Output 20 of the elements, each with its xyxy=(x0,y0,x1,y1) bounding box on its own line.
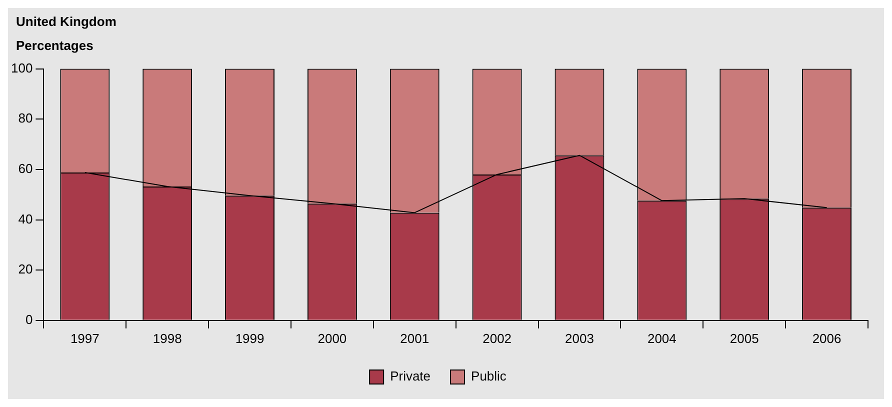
x-tick-label: 2006 xyxy=(812,330,842,346)
x-tick-label: 2004 xyxy=(647,330,676,346)
x-tick-label: 1998 xyxy=(152,330,182,346)
x-tick-label: 2001 xyxy=(400,330,430,346)
y-tick-label: 40 xyxy=(18,211,33,226)
y-tick-label: 20 xyxy=(18,262,33,277)
chart-subtitle: Percentages xyxy=(16,37,94,55)
y-tick-label: 100 xyxy=(10,60,33,76)
x-tick-label: 2002 xyxy=(482,330,512,346)
y-tick-label: 0 xyxy=(25,312,33,327)
x-tick-label: 1997 xyxy=(70,330,100,346)
chart-title: United Kingdom xyxy=(16,13,118,31)
x-tick-label: 2000 xyxy=(318,330,347,346)
legend-label: Public xyxy=(471,368,507,384)
x-tick-label: 2003 xyxy=(565,330,594,346)
x-tick-label: 2005 xyxy=(730,330,759,346)
x-tick-label: 1999 xyxy=(235,330,264,346)
y-tick-label: 80 xyxy=(18,110,33,126)
legend-label: Private xyxy=(390,368,431,384)
y-tick-label: 60 xyxy=(18,161,33,176)
